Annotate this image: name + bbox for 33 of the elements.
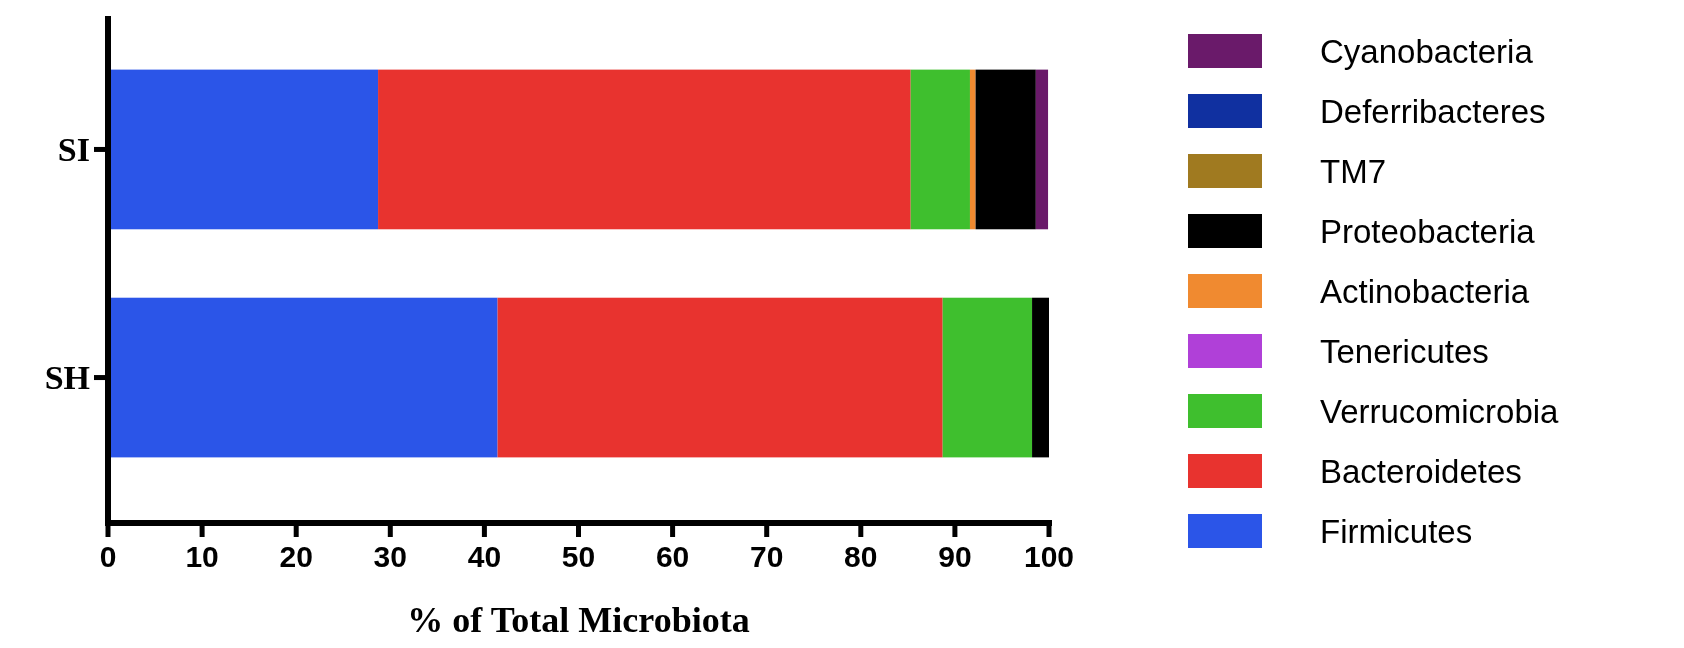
x-tick-label: 40 — [467, 540, 502, 573]
legend-label: Tenericutes — [1320, 332, 1489, 370]
bar — [942, 297, 1033, 458]
bar — [910, 69, 970, 230]
legend-label: Firmicutes — [1320, 512, 1473, 550]
bar — [975, 69, 1036, 230]
legend-label: Proteobacteria — [1320, 212, 1536, 250]
x-tick-label: 10 — [185, 540, 219, 573]
bar — [1032, 297, 1049, 458]
x-tick-label: 60 — [655, 540, 690, 573]
legend-label: Verrucomicrobia — [1320, 392, 1560, 430]
x-tick-label: 100 — [1023, 540, 1075, 573]
legend-label: Bacteroidetes — [1320, 452, 1522, 490]
legend-label: Deferribacteres — [1320, 92, 1546, 130]
y-tick-label: SI — [57, 131, 90, 169]
bar — [969, 69, 976, 230]
bar — [108, 69, 379, 230]
x-tick-label: 30 — [373, 540, 407, 573]
x-tick-label: 20 — [279, 540, 313, 573]
x-tick-label: 80 — [844, 540, 878, 573]
x-tick-label: 50 — [561, 540, 596, 573]
legend-label: Actinobacteria — [1320, 272, 1530, 310]
x-tick-label: 0 — [99, 540, 117, 573]
bar — [497, 297, 943, 458]
bar — [108, 297, 498, 458]
bar — [378, 69, 911, 230]
x-tick-label: 90 — [938, 540, 972, 573]
legend-label: Cyanobacteria — [1320, 32, 1534, 70]
x-axis-title: % of Total Microbiota — [407, 600, 750, 640]
legend-label: TM7 — [1320, 152, 1386, 190]
y-tick-label: SH — [44, 359, 90, 397]
x-tick-label: 70 — [750, 540, 784, 573]
bar — [1035, 69, 1049, 230]
